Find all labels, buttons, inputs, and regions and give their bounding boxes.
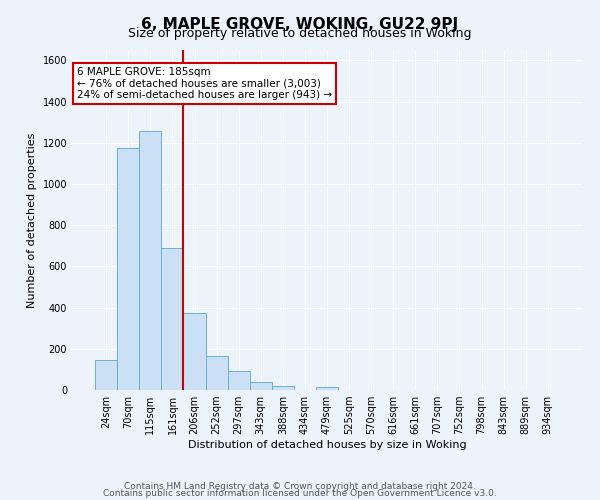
Text: Contains public sector information licensed under the Open Government Licence v3: Contains public sector information licen… (103, 490, 497, 498)
Bar (139, 132, 161, 390)
Bar (227, 372, 250, 390)
Text: Contains HM Land Registry data © Crown copyright and database right 2024.: Contains HM Land Registry data © Crown c… (124, 482, 476, 491)
Bar (95, 360, 117, 390)
Bar (161, 248, 184, 390)
Text: 6, MAPLE GROVE, WOKING, GU22 9PJ: 6, MAPLE GROVE, WOKING, GU22 9PJ (142, 18, 458, 32)
Bar (316, 387, 338, 390)
Text: 6 MAPLE GROVE: 185sqm
← 76% of detached houses are smaller (3,003)
24% of semi-d: 6 MAPLE GROVE: 185sqm ← 76% of detached … (77, 67, 332, 100)
Y-axis label: Number of detached properties: Number of detached properties (27, 132, 37, 308)
Bar (206, 356, 227, 390)
Bar (117, 148, 139, 390)
X-axis label: Distribution of detached houses by size in Woking: Distribution of detached houses by size … (188, 440, 466, 450)
Bar (184, 312, 206, 390)
Bar (272, 386, 294, 390)
Bar (250, 382, 272, 390)
Text: Size of property relative to detached houses in Woking: Size of property relative to detached ho… (128, 28, 472, 40)
